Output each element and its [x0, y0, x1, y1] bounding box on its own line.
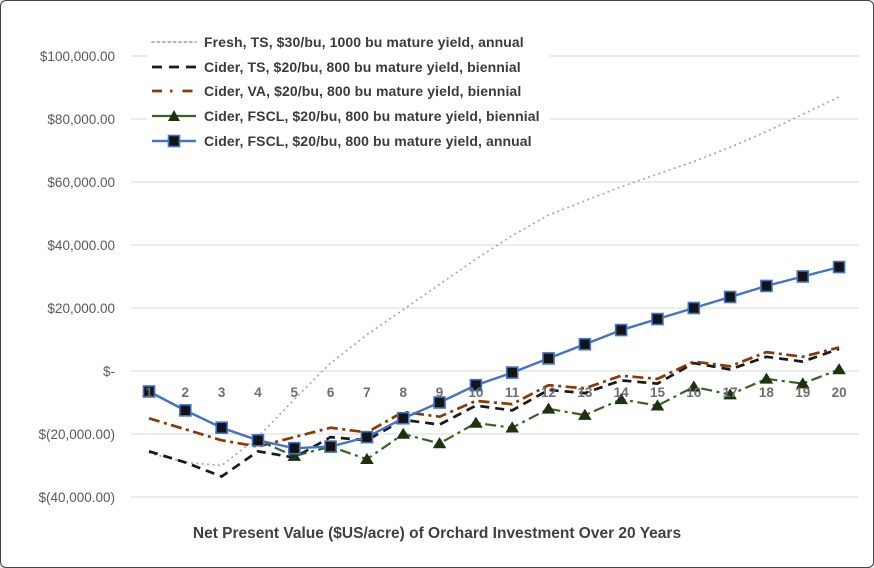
series-3-marker — [723, 388, 737, 400]
y-axis-tick-label: $60,000.00 — [47, 175, 115, 190]
legend-swatch-dashdot-darkred-icon — [152, 90, 196, 93]
legend-swatch-dotted-gray-icon — [151, 41, 197, 44]
series-4-marker — [287, 441, 301, 455]
series-4-marker — [324, 440, 337, 453]
series-4-marker — [360, 430, 374, 444]
series-4-marker — [578, 337, 592, 351]
legend-item: Cider, TS, $20/bu, 800 bu mature yield, … — [151, 55, 540, 80]
x-axis-tick-label: 4 — [254, 385, 262, 400]
legend-label: Fresh, TS, $30/bu, 1000 bu mature yield,… — [204, 34, 524, 51]
y-axis-tick-label: $(20,000.00) — [38, 427, 115, 442]
x-axis-tick-label: 6 — [327, 385, 335, 400]
series-4-marker — [215, 421, 228, 435]
series-4-marker — [505, 366, 519, 379]
series-3-marker — [759, 372, 774, 384]
x-axis-tick-label: 16 — [686, 385, 702, 400]
x-axis-tick-label: 20 — [832, 385, 847, 400]
chart-title: Net Present Value ($US/acre) of Orchard … — [192, 525, 682, 542]
legend-item: Cider, FSCL, $20/bu, 800 bu mature yield… — [151, 128, 540, 153]
x-axis-tick-label: 14 — [614, 385, 630, 400]
x-axis-tick-label: 11 — [505, 385, 520, 400]
chart-legend: Fresh, TS, $30/bu, 1000 bu mature yield,… — [147, 28, 550, 155]
y-axis-tick-label: $(40,000.00) — [38, 490, 115, 505]
legend-label: Cider, FSCL, $20/bu, 800 bu mature yield… — [204, 108, 540, 125]
x-axis-tick-label: 13 — [577, 385, 593, 400]
y-axis-tick-label: $- — [103, 364, 115, 379]
x-axis-tick-label: 8 — [399, 385, 407, 400]
series-4-marker — [832, 260, 846, 274]
legend-label: Cider, VA, $20/bu, 800 bu mature yield, … — [204, 83, 522, 100]
series-3-marker — [396, 427, 411, 439]
series-3-marker — [578, 408, 592, 420]
series-3-marker — [541, 402, 556, 414]
series-4-marker — [433, 396, 446, 409]
x-axis-tick-label: 18 — [759, 385, 775, 400]
series-4-marker — [614, 323, 628, 337]
legend-item: Cider, FSCL, $20/bu, 800 bu mature yield… — [151, 104, 540, 129]
series-4-marker — [687, 301, 701, 315]
x-axis-tick-label: 2 — [182, 385, 190, 400]
series-3-marker — [287, 449, 302, 461]
series-4-marker — [469, 378, 483, 392]
series-4-marker — [542, 352, 555, 365]
series-3-marker — [650, 399, 665, 411]
y-axis-tick-label: $40,000.00 — [47, 238, 115, 253]
legend-swatch-square-blue-icon — [152, 134, 196, 147]
x-axis-tick-label: 19 — [795, 385, 810, 400]
series-3-marker — [469, 416, 483, 428]
series-4-marker — [796, 270, 810, 283]
x-axis-tick-label: 9 — [436, 385, 444, 400]
y-axis-tick-label: $20,000.00 — [47, 301, 115, 316]
legend-label: Cider, FSCL, $20/bu, 800 bu mature yield… — [204, 132, 532, 149]
series-3-marker — [687, 380, 701, 392]
series-line-3 — [148, 368, 840, 461]
series-3-marker — [505, 421, 519, 433]
y-axis-tick-label: $80,000.00 — [47, 112, 115, 127]
legend-item: Cider, VA, $20/bu, 800 bu mature yield, … — [151, 79, 540, 104]
x-axis-tick-label: 5 — [291, 385, 299, 400]
legend-label: Cider, TS, $20/bu, 800 bu mature yield, … — [204, 58, 521, 75]
series-3-marker — [795, 377, 810, 389]
series-3-marker — [360, 452, 374, 464]
y-axis-tick-label: $100,000.00 — [40, 49, 115, 64]
series-4-marker — [142, 385, 156, 398]
series-3-marker — [614, 393, 628, 405]
series-4-marker — [723, 290, 737, 304]
x-axis-tick-label: 17 — [723, 385, 738, 400]
series-4-marker — [760, 279, 773, 293]
series-line-1 — [148, 347, 840, 478]
series-4-marker — [651, 312, 664, 326]
x-axis-tick-label: 3 — [218, 385, 226, 400]
legend-swatch-triangle-green-icon — [152, 110, 196, 122]
x-axis-tick-label: 15 — [650, 385, 666, 400]
series-3-marker — [432, 437, 447, 449]
x-axis-tick-label: 10 — [468, 385, 483, 400]
legend-item: Fresh, TS, $30/bu, 1000 bu mature yield,… — [151, 30, 540, 55]
series-4-marker — [251, 433, 265, 447]
legend-swatch-dashed-black-icon — [152, 65, 196, 69]
series-3-marker — [832, 363, 846, 375]
series-4-marker — [396, 411, 410, 425]
x-axis-tick-label: 12 — [541, 385, 556, 400]
series-4-marker — [179, 404, 192, 417]
x-axis-tick-label: 1 — [145, 385, 153, 400]
x-axis-tick-label: 7 — [363, 385, 371, 400]
